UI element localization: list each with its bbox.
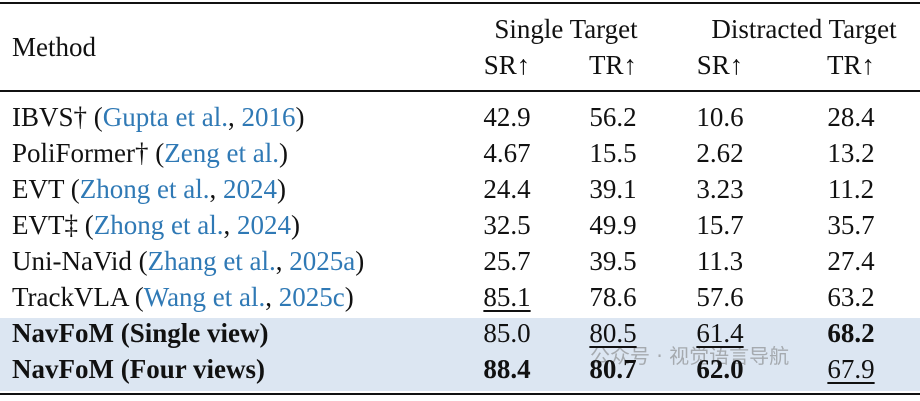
citation: 2025a <box>289 246 356 276</box>
top-rule <box>0 2 920 4</box>
value-cell: 39.1 <box>589 174 637 204</box>
method-text: ) <box>276 174 286 204</box>
method-text: PoliFormer† ( <box>12 138 165 168</box>
method-cell: IBVS† (Gupta et al., 2016) <box>12 99 304 135</box>
metric-header: TR↑ <box>588 50 638 80</box>
method-text: EVT‡ ( <box>12 210 94 240</box>
citation: 2016 <box>241 102 296 132</box>
value-cell: 80.7 <box>589 354 637 384</box>
citation: Zeng et al. <box>164 138 279 168</box>
method-text: , <box>275 246 290 276</box>
value-cell: 42.9 <box>483 102 531 132</box>
value-cell: 25.7 <box>483 246 531 276</box>
value-cell: 85.0 <box>483 318 531 348</box>
method-text: , <box>265 282 279 312</box>
value-cell: 10.6 <box>696 102 744 132</box>
method-text: ) <box>355 246 365 276</box>
group-header: Single Target <box>494 14 638 44</box>
method-text: , <box>209 174 223 204</box>
method-text: NavFoM (Four views) <box>12 354 265 384</box>
citation: 2025c <box>278 282 345 312</box>
method-cell: EVT (Zhong et al., 2024) <box>12 171 286 207</box>
method-text: ) <box>344 282 354 312</box>
method-text: Uni-NaVid ( <box>12 246 148 276</box>
value-cell: 88.4 <box>483 354 531 384</box>
value-cell: 62.0 <box>696 354 744 384</box>
method-text: ) <box>290 210 300 240</box>
value-cell: 32.5 <box>483 210 531 240</box>
value-cell: 11.2 <box>827 174 875 204</box>
bottom-rule <box>0 393 920 395</box>
value-cell: 11.3 <box>696 246 744 276</box>
method-text: , <box>223 210 237 240</box>
citation: 2024 <box>236 210 291 240</box>
method-text: , <box>227 102 242 132</box>
value-cell: 4.67 <box>483 138 531 168</box>
method-text: TrackVLA ( <box>12 282 144 312</box>
value-cell: 2.62 <box>696 138 744 168</box>
method-cell: EVT‡ (Zhong et al., 2024) <box>12 207 300 243</box>
value-cell: 68.2 <box>827 318 875 348</box>
group-header: Distracted Target <box>711 14 897 44</box>
method-cell: NavFoM (Four views) <box>12 351 265 387</box>
value-cell: 13.2 <box>827 138 875 168</box>
highlight-band <box>0 318 920 391</box>
value-cell: 28.4 <box>827 102 875 132</box>
citation: Gupta et al. <box>102 102 228 132</box>
method-cell: TrackVLA (Wang et al., 2025c) <box>12 279 354 315</box>
value-cell: 57.6 <box>696 282 744 312</box>
method-text: ) <box>295 102 305 132</box>
value-cell: 24.4 <box>483 174 531 204</box>
value-cell: 49.9 <box>589 210 637 240</box>
watermark: 公众号 · 视觉语言导航 <box>590 344 790 368</box>
metric-header: SR↑ <box>483 50 531 80</box>
value-cell: 39.5 <box>589 246 637 276</box>
method-cell: PoliFormer† (Zeng et al.) <box>12 135 288 171</box>
method-header: Method <box>12 32 96 62</box>
value-cell: 61.4 <box>696 318 744 348</box>
metric-header: SR↑ <box>696 50 744 80</box>
value-cell: 56.2 <box>589 102 637 132</box>
value-cell: 78.6 <box>589 282 637 312</box>
value-cell: 35.7 <box>827 210 875 240</box>
mid-rule <box>0 90 920 92</box>
value-cell: 85.1 <box>483 282 531 312</box>
method-text: ) <box>278 138 288 168</box>
metric-header: TR↑ <box>826 50 876 80</box>
method-cell: Uni-NaVid (Zhang et al., 2025a) <box>12 243 364 279</box>
method-text: NavFoM (Single view) <box>12 318 269 348</box>
value-cell: 3.23 <box>696 174 744 204</box>
value-cell: 67.9 <box>827 354 875 384</box>
method-cell: NavFoM (Single view) <box>12 315 268 351</box>
citation: Zhong et al. <box>79 174 210 204</box>
value-cell: 63.2 <box>827 282 875 312</box>
method-text: EVT ( <box>12 174 80 204</box>
citation: 2024 <box>222 174 277 204</box>
citation: Wang et al. <box>143 282 266 312</box>
citation: Zhang et al. <box>147 246 276 276</box>
value-cell: 80.5 <box>589 318 637 348</box>
method-text: IBVS† ( <box>12 102 103 132</box>
value-cell: 27.4 <box>827 246 875 276</box>
value-cell: 15.7 <box>696 210 744 240</box>
value-cell: 15.5 <box>589 138 637 168</box>
citation: Zhong et al. <box>93 210 224 240</box>
